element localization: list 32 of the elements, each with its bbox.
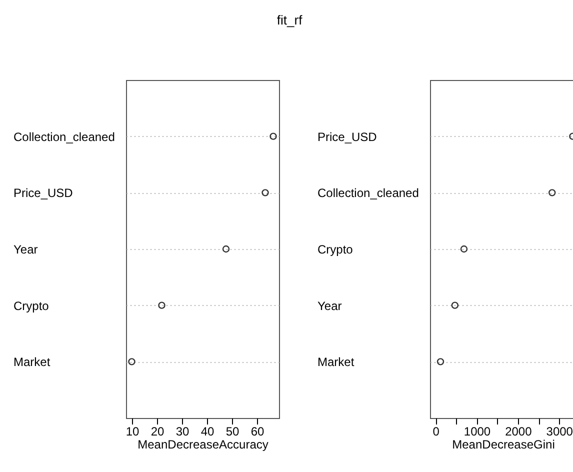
y-tick-label: Crypto xyxy=(318,242,354,256)
point xyxy=(548,189,556,196)
x-tick-label: 20 xyxy=(150,424,164,438)
y-tick-label: Crypto xyxy=(14,298,50,313)
x-tick-label: 10 xyxy=(126,424,140,438)
x-tick-label: 60 xyxy=(250,424,264,438)
point xyxy=(270,132,277,140)
point xyxy=(222,245,230,253)
chart-title: fit_rf xyxy=(276,12,303,28)
x-axis-title: MeanDecreaseAccuracy xyxy=(138,438,268,452)
x-tick-label: 50 xyxy=(226,424,240,438)
y-tick-label: Market xyxy=(318,355,355,370)
y-tick-label: Year xyxy=(318,298,342,313)
point xyxy=(451,302,459,309)
point xyxy=(158,302,166,309)
y-tick-label: Market xyxy=(14,355,51,370)
point xyxy=(128,358,136,366)
x-tick-label: 40 xyxy=(200,424,214,438)
x-axis-title: MeanDecreaseGini xyxy=(452,438,555,452)
point xyxy=(460,245,468,253)
x-tick-label: 0 xyxy=(432,424,440,438)
point xyxy=(436,358,444,366)
x-tick-label: 1000 xyxy=(464,424,491,438)
y-tick-label: Price_USD xyxy=(318,130,378,144)
y-tick-label: Collection_cleaned xyxy=(14,130,115,144)
x-tick-label: 30 xyxy=(176,424,190,438)
x-tick-label: 3000 xyxy=(546,424,573,438)
y-tick-label: Year xyxy=(14,242,38,256)
y-tick-label: Collection_cleaned xyxy=(318,186,419,200)
x-tick-label: 2000 xyxy=(505,424,532,438)
y-tick-label: Price_USD xyxy=(14,186,74,200)
point xyxy=(262,189,269,196)
